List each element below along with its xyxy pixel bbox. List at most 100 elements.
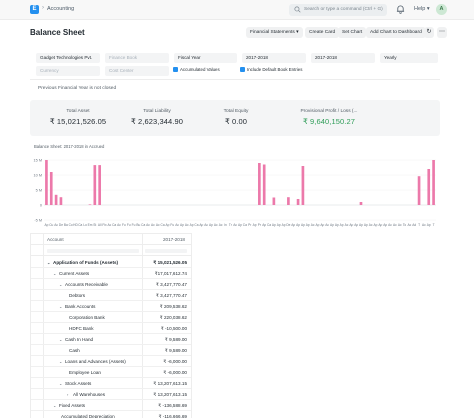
periodicity-select[interactable]: Yearly xyxy=(380,53,438,63)
account-amount: ₹ 15,021,526.05 xyxy=(153,260,187,265)
company-filter[interactable]: Gadget Technologies Pvt. xyxy=(36,53,100,63)
table-row[interactable]: ⌄ Application of Funds (Assets) ₹ 15,021,5… xyxy=(31,257,191,268)
tree-toggle-icon[interactable]: ⌄ xyxy=(59,359,63,364)
refresh-button[interactable]: ↻ xyxy=(424,27,434,38)
period-column-header[interactable]: 2017-2018 xyxy=(163,237,185,242)
tree-toggle-icon[interactable]: ⌄ xyxy=(53,271,57,276)
account-amount: ₹ 13,207,613.15 xyxy=(153,381,187,386)
tree-toggle-icon[interactable]: ⌄ xyxy=(59,381,63,386)
summary-value: ₹ 9,640,150.27 xyxy=(302,117,356,126)
chart-bar[interactable] xyxy=(272,197,276,206)
filter-based-on-select[interactable]: Fiscal Year xyxy=(174,53,237,63)
table-row[interactable]: ⌄ Stock Assets ₹ 13,207,613.15 xyxy=(31,378,191,389)
from-fiscal-year-filter[interactable]: 2017-2018 xyxy=(242,53,306,63)
x-tick-label: Ap xyxy=(378,223,382,227)
chart-bar[interactable] xyxy=(359,202,363,205)
breadcrumb-accounting[interactable]: Accounting xyxy=(47,6,75,12)
tree-toggle-icon[interactable]: ⌄ xyxy=(53,403,57,408)
include-default-book-checkbox[interactable]: Include Default Book Entries xyxy=(240,66,302,74)
x-tick-label: T xyxy=(418,223,420,227)
chart-bar[interactable] xyxy=(88,204,92,205)
tree-toggle-icon[interactable]: ⌄ xyxy=(59,304,63,309)
tree-toggle-icon[interactable]: › xyxy=(67,392,69,397)
chart-bar[interactable] xyxy=(54,194,58,205)
chart-bar[interactable] xyxy=(98,165,101,205)
period-column-filter[interactable] xyxy=(145,249,187,253)
table-row[interactable]: › All Warehouses ₹ 13,207,613.15 xyxy=(31,389,191,400)
accumulated-values-checkbox[interactable]: Accumulated Values xyxy=(173,66,220,74)
table-row[interactable]: ⌄ Cash In Hand ₹ 9,589.00 xyxy=(31,334,191,345)
table-row[interactable]: Cash ₹ 9,589.00 xyxy=(31,345,191,356)
create-card-button[interactable]: Create Card xyxy=(305,27,340,38)
tree-toggle-icon[interactable]: ⌄ xyxy=(59,337,63,342)
x-tick-label: Ap xyxy=(335,223,339,227)
chart-bar[interactable] xyxy=(301,166,305,205)
x-tick-label: All xyxy=(98,223,102,227)
chart-bar[interactable] xyxy=(287,197,290,205)
chart-bar[interactable] xyxy=(49,172,53,205)
account-name: Accumulated Depreciation xyxy=(61,414,115,418)
account-column-header[interactable]: Account xyxy=(47,237,64,242)
account-amount: ₹ 220,038.62 xyxy=(159,315,187,320)
more-menu-button[interactable]: ⋯ xyxy=(437,27,447,38)
user-avatar[interactable]: A xyxy=(436,4,447,15)
table-row[interactable]: Debtors ₹ 3,427,770.47 xyxy=(31,290,191,301)
notification-bell-icon[interactable] xyxy=(396,4,405,14)
chart-bar[interactable] xyxy=(59,197,63,205)
y-tick-label: 5 M xyxy=(36,189,42,193)
add-chart-to-dashboard-button[interactable]: Add Chart to Dashboard xyxy=(366,27,426,38)
x-tick-label: Ad xyxy=(412,223,416,227)
table-row[interactable]: ⌄ Accounts Receivable ₹ 3,427,770.47 xyxy=(31,279,191,290)
table-row[interactable]: HDFC Bank ₹ -10,500.00 xyxy=(31,323,191,334)
x-tick-label: Cu xyxy=(49,223,53,227)
search-placeholder: Search or type a command (Ctrl + G) xyxy=(304,7,383,12)
cost-center-filter[interactable]: Cost Center xyxy=(105,66,169,76)
account-column-filter[interactable] xyxy=(47,249,139,253)
chart-bar[interactable] xyxy=(432,160,435,205)
chart-bar[interactable] xyxy=(262,164,266,206)
table-row[interactable]: Employee Loan ₹ -6,000.00 xyxy=(31,367,191,378)
x-tick-label: Ca xyxy=(194,223,198,227)
x-tick-label: Ap xyxy=(272,223,276,227)
table-row[interactable]: ⌄ Current Assets ₹17,017,612.74 xyxy=(31,268,191,279)
summary-value: ₹ 0.00 xyxy=(224,117,248,126)
awesomebar-search[interactable]: Search or type a command (Ctrl + G) xyxy=(289,4,387,16)
help-dropdown[interactable]: Help ▾ xyxy=(414,6,430,12)
table-row[interactable]: ⌄ Loans and Advances (Assets) ₹ -6,000.00 xyxy=(31,356,191,367)
tree-toggle-icon[interactable]: ⌄ xyxy=(59,282,63,287)
summary-label: Provisional Profit / Loss (... xyxy=(300,109,358,114)
table-row[interactable]: Corporation Bank ₹ 220,038.62 xyxy=(31,312,191,323)
x-tick-label: Ac xyxy=(204,223,208,227)
x-tick-label: De xyxy=(286,223,290,227)
chart-bar[interactable] xyxy=(417,176,421,205)
x-tick-label: Ap xyxy=(262,223,266,227)
x-tick-label: Tr xyxy=(229,223,233,227)
table-header-row: Account 2017-2018 xyxy=(31,234,191,245)
tree-toggle-icon[interactable]: ⌄ xyxy=(47,260,51,265)
table-row[interactable]: Accumulated Depreciation ₹ -116,666.69 xyxy=(31,411,191,418)
account-amount: ₹ 9,589.00 xyxy=(164,348,187,353)
x-tick-label: Ac xyxy=(398,223,402,227)
chart-bar[interactable] xyxy=(427,169,431,205)
to-fiscal-year-filter[interactable]: 2017-2018 xyxy=(311,53,375,63)
chart-bar[interactable] xyxy=(296,199,300,205)
x-tick-label: Ap xyxy=(301,223,305,227)
app-logo[interactable]: E xyxy=(30,5,39,14)
x-tick-label: Ap xyxy=(359,223,363,227)
set-chart-button[interactable]: Set Chart xyxy=(338,27,367,38)
chart-bar[interactable] xyxy=(45,160,48,205)
finance-book-filter[interactable]: Finance Book xyxy=(105,53,169,63)
table-row[interactable]: ⌄ Bank Accounts ₹ 209,538.62 xyxy=(31,301,191,312)
chart-bar[interactable] xyxy=(93,165,97,205)
y-tick-label: -5 M xyxy=(34,219,42,223)
account-amount: ₹ 209,538.62 xyxy=(159,304,187,309)
account-name: Accounts Receivable xyxy=(65,282,108,287)
currency-filter[interactable]: Currency xyxy=(36,66,100,76)
financial-statements-button[interactable]: Financial Statements ▾ xyxy=(246,27,303,38)
account-name: Cash In Hand xyxy=(65,337,94,342)
table-row[interactable]: ⌄ Fixed Assets ₹ -136,588.69 xyxy=(31,400,191,411)
x-tick-label: Ac xyxy=(107,223,111,227)
report-note: Previous Financial Year is not closed xyxy=(38,86,117,91)
x-tick-label: Ap xyxy=(282,223,286,227)
chart-bar[interactable] xyxy=(258,163,261,205)
